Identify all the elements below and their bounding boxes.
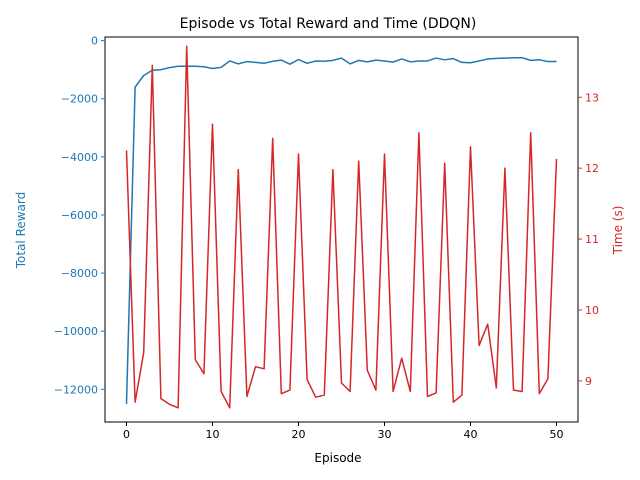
y-left-tick-label: −2000 — [61, 93, 98, 106]
y-right-tick-label: 9 — [585, 375, 592, 388]
x-tick-label: 0 — [123, 428, 130, 441]
x-tick-label: 10 — [206, 428, 220, 441]
y-left-tick-label: −6000 — [61, 209, 98, 222]
plot-frame — [104, 36, 579, 423]
y-axis-right: 9 10 11 12 13 — [578, 91, 599, 388]
y-axis-right-label: Time (s) — [611, 206, 625, 256]
y-right-tick-label: 12 — [585, 162, 599, 175]
y-left-tick-label: −8000 — [61, 267, 98, 280]
series-line-left — [125, 57, 557, 404]
y-left-tick-label: −10000 — [54, 325, 98, 338]
y-left-tick-label: 0 — [91, 35, 98, 48]
series-line-right — [125, 45, 558, 409]
x-tick-label: 40 — [464, 428, 478, 441]
y-right-tick-label: 10 — [585, 304, 599, 317]
chart-title: Episode vs Total Reward and Time (DDQN) — [180, 16, 477, 32]
y-left-tick-label: −4000 — [61, 151, 98, 164]
x-axis: 0 10 20 30 40 50 — [123, 422, 564, 441]
y-axis-left-label: Total Reward — [14, 192, 28, 270]
y-left-tick-label: −12000 — [54, 383, 98, 396]
y-right-tick-label: 11 — [585, 233, 599, 246]
y-right-tick-label: 13 — [585, 91, 599, 104]
x-tick-label: 30 — [378, 428, 392, 441]
y-axis-left: 0 −2000 −4000 −6000 −8000 −10000 −12000 — [54, 35, 105, 396]
plot-lines — [125, 45, 558, 409]
x-axis-label: Episode — [314, 451, 361, 465]
x-tick-label: 50 — [550, 428, 564, 441]
x-tick-label: 20 — [292, 428, 306, 441]
